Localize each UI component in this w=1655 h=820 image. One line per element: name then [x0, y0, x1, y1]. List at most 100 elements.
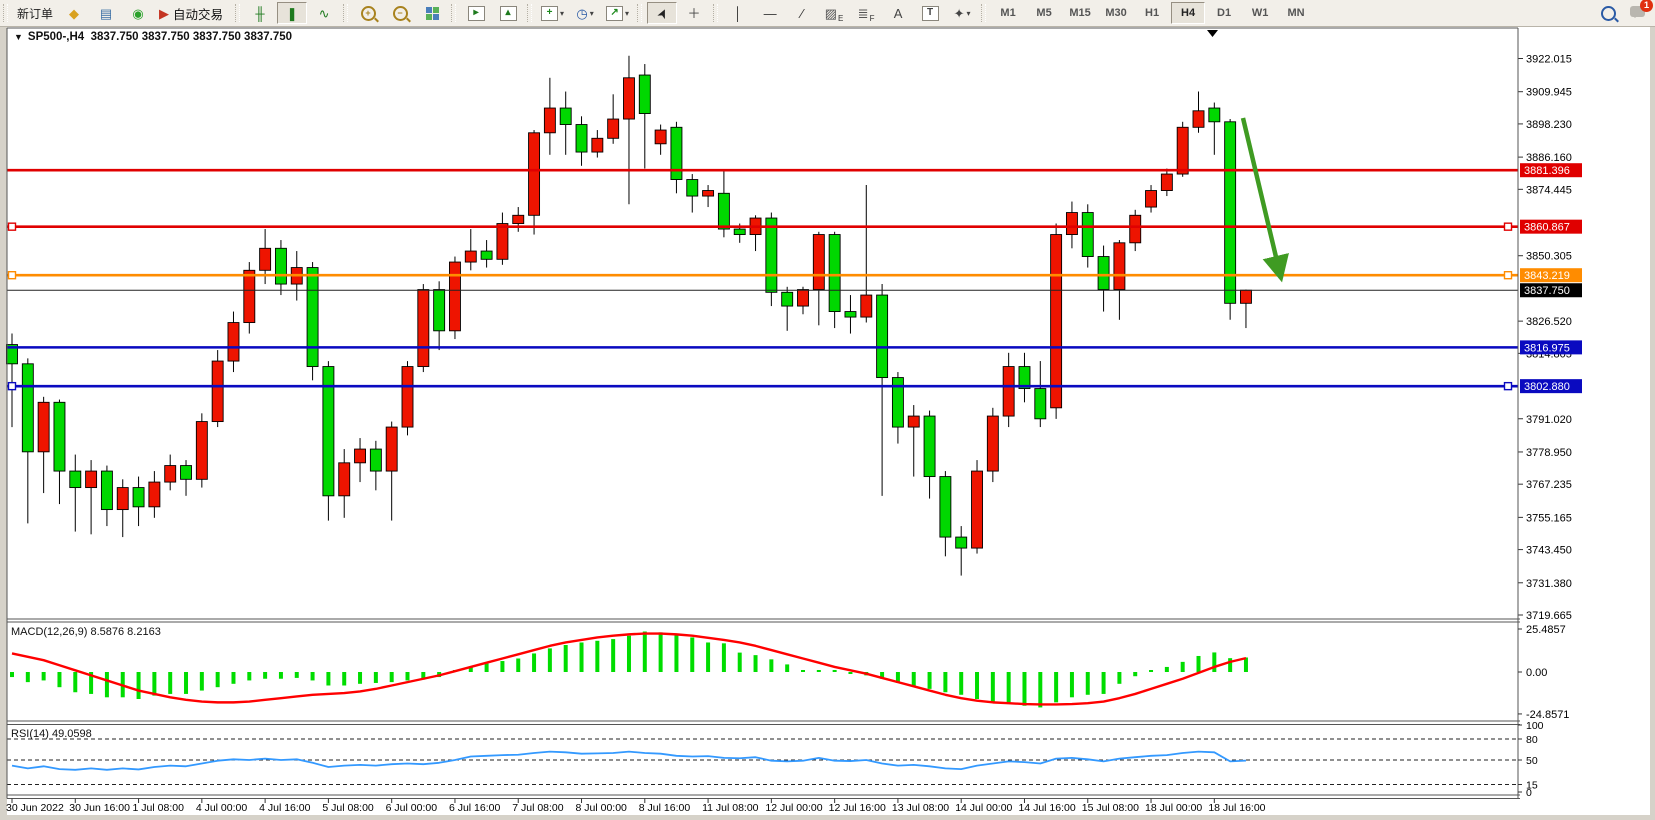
cursor-icon[interactable]: ➤: [647, 2, 678, 24]
dropdown-caret-icon[interactable]: ▾: [589, 8, 594, 18]
candle-body: [211, 360, 224, 423]
timeframe-d1-button[interactable]: D1: [1217, 7, 1232, 19]
timeframe-m15-button[interactable]: M15: [1069, 7, 1091, 19]
time-axis-label: 12 Jul 00:00: [765, 802, 822, 814]
candle-body: [401, 366, 414, 428]
notifications-button[interactable]: 1: [1630, 0, 1653, 22]
bar-chart-icon[interactable]: ╫: [245, 2, 275, 24]
line-handle[interactable]: [1503, 381, 1513, 391]
price-axis-label: 3922.015: [1526, 54, 1572, 66]
autotrade-label: 自动交易: [173, 7, 224, 22]
tile-windows-icon[interactable]: [417, 2, 447, 24]
candle-body: [1192, 110, 1205, 128]
candle-body: [1129, 214, 1142, 244]
line-handle[interactable]: [7, 271, 17, 280]
candle-body: [828, 234, 841, 313]
rsi-value: 49.0598: [51, 728, 92, 740]
macd-scale-label: 0.00: [1526, 667, 1547, 679]
gem-icon[interactable]: ◆: [59, 2, 89, 24]
fibonacci-icon[interactable]: ≣ F: [851, 2, 881, 24]
symbol-menu-icon[interactable]: ▼: [14, 32, 23, 42]
dropdown-caret-icon[interactable]: ▾: [560, 8, 565, 18]
dropdown-caret-icon[interactable]: ▾: [625, 8, 630, 18]
price-axis-badge: [1520, 340, 1582, 355]
chart-shift-icon[interactable]: ▴: [493, 2, 523, 24]
vertical-line-icon: │: [734, 5, 743, 21]
trend-arrow-object[interactable]: [1240, 117, 1289, 283]
candle-body: [100, 470, 113, 511]
candle-body: [1240, 289, 1252, 304]
candlestick-chart-icon[interactable]: ❚: [277, 2, 308, 24]
price-axis-badge-label: 3802.880: [1524, 381, 1570, 393]
price-axis-label: 3778.950: [1526, 447, 1572, 459]
trendline-icon[interactable]: ∕: [787, 2, 817, 24]
timeframe-h1-button[interactable]: H1: [1145, 7, 1160, 19]
gem-icon: ◆: [69, 5, 80, 21]
dropdown-caret-icon[interactable]: ▾: [966, 8, 971, 18]
shapes-icon[interactable]: ✦ ▾: [947, 2, 977, 24]
signal-icon[interactable]: ◉: [123, 2, 153, 24]
candle-body: [1034, 388, 1047, 420]
candle-body: [1081, 212, 1094, 258]
candle-body: [1113, 242, 1126, 291]
indicators-icon[interactable]: ↗ ▾: [602, 2, 633, 24]
chart-shift-icon: ▴: [499, 5, 517, 21]
candle-body: [812, 234, 825, 291]
timeframe-m1-button[interactable]: M1: [1000, 7, 1016, 19]
candle-body: [464, 250, 477, 263]
timeframe-h4-button[interactable]: H4: [1171, 2, 1206, 24]
horizontal-line-icon[interactable]: —: [755, 2, 785, 24]
equidistant-channel-icon[interactable]: ▨ E: [819, 2, 849, 24]
text-icon[interactable]: A: [883, 2, 913, 24]
candle-body: [1224, 121, 1237, 304]
candle-body: [195, 421, 208, 480]
candle-body: [85, 470, 98, 489]
new-order-button[interactable]: 新订单: [17, 6, 54, 21]
timeframe-w1-button[interactable]: W1: [1251, 7, 1269, 19]
symbol-timeframe-label: SP500-,H4: [27, 31, 85, 43]
chart-canvas[interactable]: 3922.015 3909.945 3898.230 3886.160 3874.445…: [0, 26, 1655, 820]
chart-shift-marker[interactable]: [1207, 30, 1218, 37]
rsi-scale-label: 80: [1526, 734, 1538, 746]
terminal-icon: ▤: [99, 5, 113, 21]
zoom-out-icon[interactable]: −: [385, 2, 415, 24]
price-axis-label: 3850.305: [1526, 251, 1572, 263]
candle-body: [654, 129, 667, 145]
candle-body: [449, 261, 461, 332]
time-axis-label: 30 Jun 2022: [6, 802, 64, 814]
price-axis-badge: [1520, 379, 1582, 394]
timeframe-m5-button[interactable]: M5: [1036, 7, 1052, 19]
crosshair-icon: ＋: [687, 5, 701, 21]
line-chart-icon[interactable]: ∿: [309, 2, 339, 24]
tile-windows-icon: [425, 6, 439, 20]
toolbar-grip: [527, 4, 533, 22]
rsi-indicator-label: RSI(14) 49.0598: [11, 728, 92, 740]
line-handle[interactable]: [7, 222, 17, 231]
line-handle[interactable]: [1503, 222, 1513, 231]
crosshair-icon[interactable]: ＋: [679, 2, 709, 24]
new-chart-icon: +: [541, 5, 559, 21]
auto-scroll-icon[interactable]: ▸: [461, 2, 491, 24]
time-axis-label: 6 Jul 16:00: [449, 802, 501, 814]
vertical-line-icon[interactable]: │: [723, 2, 753, 24]
terminal-icon[interactable]: ▤: [91, 2, 121, 24]
candle-body: [575, 124, 588, 153]
candle-body: [607, 118, 620, 139]
period-clock-icon[interactable]: ◷ ▾: [570, 2, 600, 24]
line-handle[interactable]: [1503, 271, 1513, 280]
line-handle[interactable]: [7, 381, 17, 391]
timeframe-mn-button[interactable]: MN: [1287, 7, 1305, 19]
rsi-scale-label: 100: [1526, 720, 1544, 732]
candle-body: [876, 294, 889, 379]
candle-body: [891, 377, 904, 428]
new-chart-icon[interactable]: + ▾: [537, 2, 568, 24]
candle-body: [385, 426, 398, 472]
candle-body: [986, 415, 999, 472]
text-label-icon[interactable]: T: [915, 2, 945, 24]
candle-body: [227, 322, 240, 362]
autotrade-button[interactable]: ▶ 自动交易: [155, 2, 231, 24]
search-icon[interactable]: [1601, 5, 1616, 21]
timeframe-m30-button[interactable]: M30: [1105, 7, 1127, 19]
zoom-in-icon[interactable]: +: [353, 2, 383, 24]
candle-body: [338, 462, 351, 497]
